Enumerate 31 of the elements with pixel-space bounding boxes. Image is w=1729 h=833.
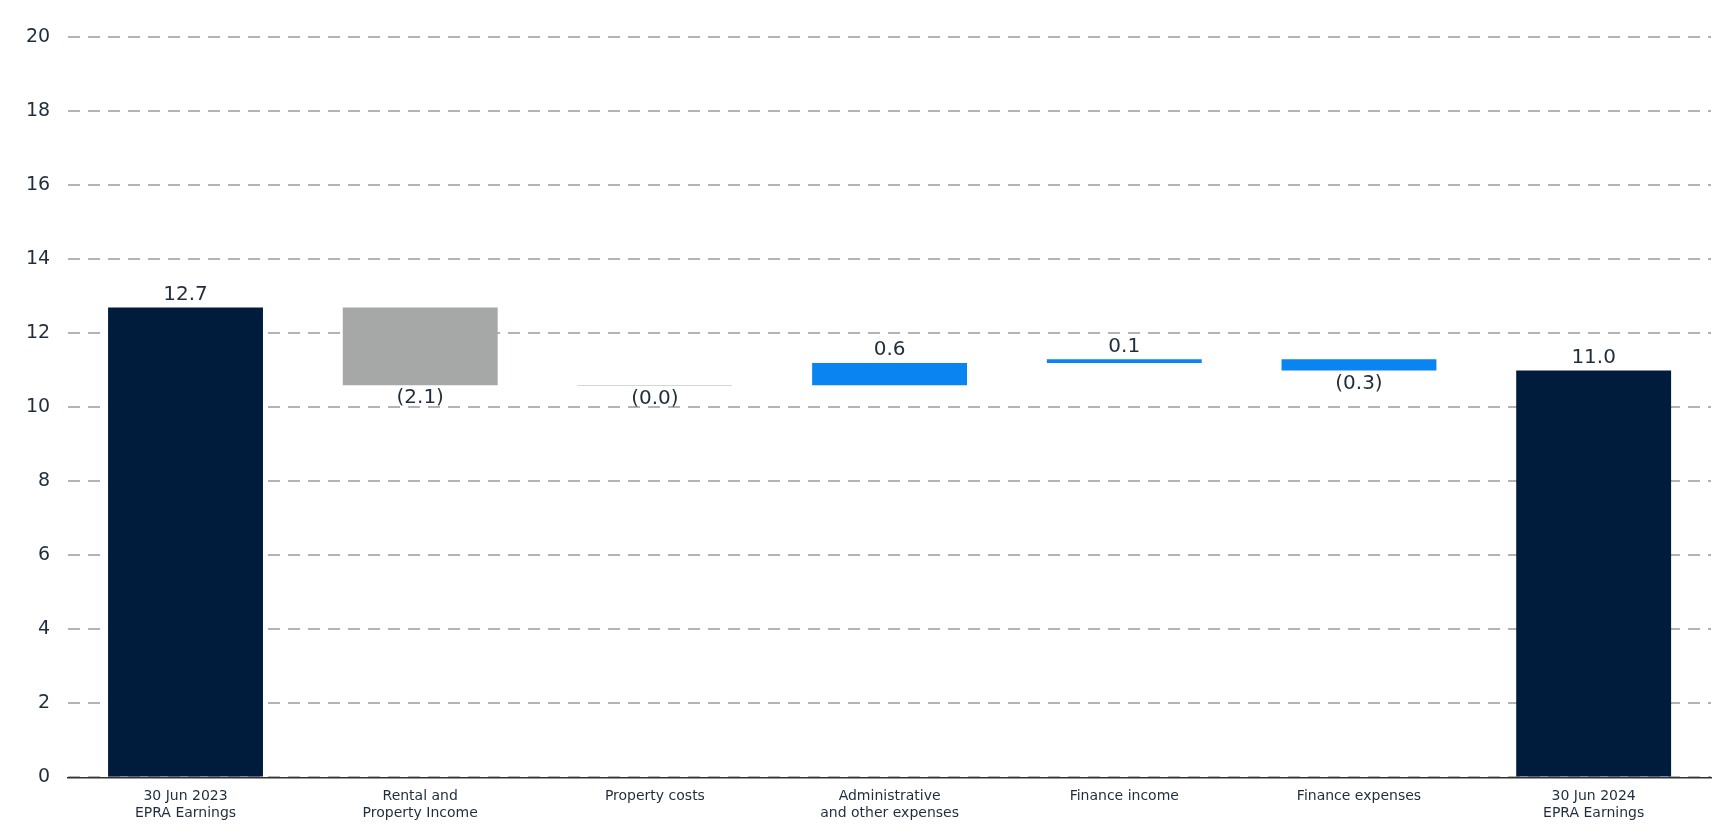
x-tick-label: Finance income [1069, 787, 1179, 804]
y-tick-label: 20 [25, 24, 51, 47]
x-tick-label: Finance expenses [1296, 787, 1422, 804]
bar [1281, 359, 1437, 371]
bar [108, 307, 263, 777]
data-label: (2.1) [396, 384, 444, 409]
data-label: (0.0) [631, 385, 679, 410]
y-tick-label: 0 [38, 764, 51, 787]
x-tick-label: Property costs [604, 787, 705, 804]
y-tick-label: 4 [38, 616, 51, 639]
y-tick-label: 18 [25, 98, 51, 121]
y-tick-label: 8 [38, 468, 51, 491]
x-tick-label: Administrative and other expenses [820, 787, 959, 821]
data-label: (0.3) [1335, 369, 1383, 394]
x-tick-label: 30 Jun 2024 EPRA Earnings [1543, 787, 1645, 821]
data-label: 0.1 [1108, 332, 1141, 357]
y-tick-label: 6 [38, 542, 51, 565]
bar [812, 363, 968, 386]
bar [1516, 370, 1672, 777]
data-label: 11.0 [1571, 343, 1616, 368]
y-tick-label: 12 [25, 320, 51, 343]
y-tick-label: 10 [25, 394, 51, 417]
y-tick-label: 2 [38, 690, 51, 713]
bar [1046, 359, 1202, 363]
data-label: 12.7 [163, 280, 208, 305]
data-label: 0.6 [873, 336, 906, 361]
bar [342, 307, 498, 386]
y-tick-label: 16 [25, 172, 51, 195]
x-tick-label: Rental and Property Income [362, 787, 478, 821]
y-tick-label: 14 [25, 246, 51, 269]
x-tick-label: 30 Jun 2023 EPRA Earnings [134, 787, 237, 821]
